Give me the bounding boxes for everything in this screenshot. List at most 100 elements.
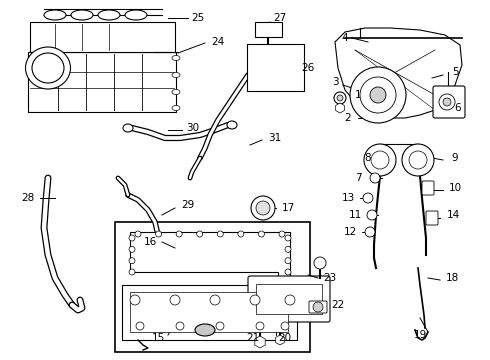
Bar (30, 22, 175, 52)
Text: 28: 28 (22, 193, 35, 203)
Text: 10: 10 (448, 183, 462, 193)
Ellipse shape (71, 10, 93, 20)
FancyBboxPatch shape (426, 211, 438, 225)
Circle shape (360, 77, 396, 113)
FancyBboxPatch shape (256, 284, 322, 314)
Ellipse shape (172, 90, 180, 94)
Text: 5: 5 (452, 67, 458, 77)
Circle shape (210, 295, 220, 305)
FancyBboxPatch shape (130, 292, 288, 332)
Text: 18: 18 (445, 273, 459, 283)
Circle shape (129, 235, 135, 241)
Circle shape (334, 92, 346, 104)
FancyBboxPatch shape (422, 181, 434, 195)
Circle shape (238, 231, 244, 237)
Text: 17: 17 (281, 203, 294, 213)
Polygon shape (335, 28, 462, 118)
Circle shape (155, 231, 162, 237)
Ellipse shape (123, 124, 133, 132)
Circle shape (250, 295, 260, 305)
Circle shape (402, 144, 434, 176)
Circle shape (285, 258, 291, 264)
Circle shape (285, 269, 291, 275)
Circle shape (314, 257, 326, 269)
Circle shape (370, 173, 380, 183)
Ellipse shape (44, 10, 66, 20)
Circle shape (439, 94, 455, 110)
Circle shape (256, 322, 264, 330)
FancyBboxPatch shape (248, 276, 330, 322)
Circle shape (313, 302, 323, 312)
Circle shape (129, 269, 135, 275)
Circle shape (135, 231, 141, 237)
Text: 30: 30 (186, 123, 199, 133)
Text: 13: 13 (342, 193, 355, 203)
Circle shape (279, 231, 285, 237)
Circle shape (285, 246, 291, 252)
Text: 14: 14 (446, 210, 460, 220)
Ellipse shape (125, 10, 147, 20)
Circle shape (258, 231, 265, 237)
Text: 6: 6 (455, 103, 461, 113)
Circle shape (170, 295, 180, 305)
Circle shape (256, 201, 270, 215)
Text: 20: 20 (278, 333, 292, 343)
Text: 21: 21 (246, 333, 260, 343)
FancyBboxPatch shape (254, 22, 281, 36)
Text: 26: 26 (301, 63, 315, 73)
Ellipse shape (172, 72, 180, 77)
Ellipse shape (32, 53, 64, 83)
Text: 15: 15 (151, 333, 165, 343)
Text: 11: 11 (348, 210, 362, 220)
FancyBboxPatch shape (247, 44, 304, 91)
Text: 9: 9 (452, 153, 458, 163)
Text: 25: 25 (192, 13, 205, 23)
Bar (115, 222, 310, 352)
FancyBboxPatch shape (122, 285, 297, 340)
Ellipse shape (227, 121, 237, 129)
Circle shape (364, 144, 396, 176)
Circle shape (370, 87, 386, 103)
Text: 4: 4 (342, 33, 348, 43)
Ellipse shape (172, 105, 180, 111)
Text: 12: 12 (343, 227, 357, 237)
Text: 24: 24 (211, 37, 224, 47)
Text: 27: 27 (273, 13, 287, 23)
Text: 2: 2 (344, 113, 351, 123)
Ellipse shape (195, 324, 215, 336)
Text: 22: 22 (331, 300, 344, 310)
Circle shape (196, 231, 203, 237)
Circle shape (176, 231, 182, 237)
Circle shape (281, 322, 289, 330)
Circle shape (129, 246, 135, 252)
Text: 16: 16 (144, 237, 157, 247)
Circle shape (371, 151, 389, 169)
Circle shape (130, 295, 140, 305)
Circle shape (367, 210, 377, 220)
FancyBboxPatch shape (433, 86, 465, 118)
Circle shape (365, 227, 375, 237)
Circle shape (409, 151, 427, 169)
Text: 31: 31 (269, 133, 282, 143)
Text: 1: 1 (355, 90, 361, 100)
Circle shape (251, 196, 275, 220)
Text: 23: 23 (323, 273, 337, 283)
Circle shape (443, 98, 451, 106)
Text: 7: 7 (355, 173, 361, 183)
FancyBboxPatch shape (309, 301, 327, 313)
Ellipse shape (25, 47, 71, 89)
Polygon shape (130, 232, 290, 282)
Circle shape (285, 235, 291, 241)
Circle shape (129, 258, 135, 264)
Bar (28, 52, 176, 112)
Circle shape (285, 295, 295, 305)
Ellipse shape (98, 10, 120, 20)
Circle shape (337, 95, 343, 101)
Circle shape (176, 322, 184, 330)
Ellipse shape (172, 55, 180, 60)
Circle shape (350, 67, 406, 123)
Text: 29: 29 (181, 200, 195, 210)
Circle shape (136, 322, 144, 330)
Text: 8: 8 (365, 153, 371, 163)
Circle shape (363, 193, 373, 203)
